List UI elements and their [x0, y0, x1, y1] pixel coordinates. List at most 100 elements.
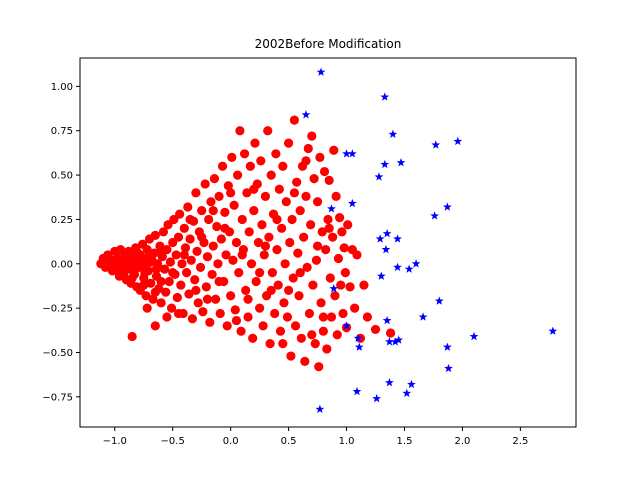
circle-point — [203, 295, 212, 304]
circle-point — [313, 197, 322, 206]
circle-point — [233, 170, 242, 179]
circle-point — [255, 268, 264, 277]
circle-point — [282, 197, 291, 206]
circle-point — [183, 202, 192, 211]
circle-point — [284, 139, 293, 148]
circle-point — [265, 339, 274, 348]
circle-point — [243, 295, 252, 304]
circle-point — [243, 312, 252, 321]
circle-point — [174, 233, 183, 242]
circle-point — [363, 312, 372, 321]
circle-point — [152, 265, 161, 274]
x-tick-label: 1.5 — [397, 436, 413, 447]
circle-point — [335, 213, 344, 222]
circle-point — [352, 250, 361, 259]
circle-point — [210, 174, 219, 183]
circle-point — [284, 286, 293, 295]
y-tick-label: 0.50 — [51, 171, 73, 182]
circle-point — [312, 256, 321, 265]
circle-point — [232, 238, 241, 247]
circle-point — [168, 268, 177, 277]
circle-point — [235, 126, 244, 135]
circle-point — [291, 321, 300, 330]
circle-point — [185, 234, 194, 243]
circle-point — [217, 234, 226, 243]
circle-point — [340, 243, 349, 252]
y-tick-label: 0.25 — [51, 215, 73, 226]
circle-point — [309, 174, 318, 183]
circle-point — [278, 339, 287, 348]
circle-point — [204, 215, 213, 224]
y-tick-label: 0.00 — [51, 259, 73, 270]
y-tick-label: −0.75 — [42, 392, 73, 403]
circle-point — [202, 282, 211, 291]
circle-point — [180, 250, 189, 259]
circle-point — [197, 206, 206, 215]
circle-point — [227, 153, 236, 162]
circle-point — [246, 162, 255, 171]
circle-point — [228, 256, 237, 265]
circle-point — [245, 227, 254, 236]
circle-point — [290, 115, 299, 124]
circle-point — [185, 215, 194, 224]
circle-point — [322, 344, 331, 353]
circle-point — [272, 215, 281, 224]
circle-point — [162, 312, 171, 321]
circle-point — [211, 295, 220, 304]
circle-point — [326, 273, 335, 282]
circle-point — [338, 309, 347, 318]
circle-point — [259, 321, 268, 330]
circle-point — [281, 259, 290, 268]
circle-point — [151, 321, 160, 330]
circle-point — [206, 197, 215, 206]
y-tick-label: −0.25 — [42, 304, 73, 315]
circle-point — [386, 328, 395, 337]
circle-point — [371, 325, 380, 334]
circle-point — [205, 318, 214, 327]
y-tick-label: 0.75 — [51, 126, 73, 137]
circle-point — [220, 208, 229, 217]
circle-point — [263, 126, 272, 135]
circle-point — [182, 268, 191, 277]
circle-point — [240, 149, 249, 158]
circle-point — [260, 250, 269, 259]
circle-point — [311, 339, 320, 348]
circle-point — [341, 268, 350, 277]
circle-point — [214, 192, 223, 201]
circle-point — [223, 321, 232, 330]
circle-point — [292, 178, 301, 187]
circle-point — [249, 185, 258, 194]
circle-point — [267, 286, 276, 295]
circle-point — [334, 254, 343, 263]
circle-point — [192, 247, 201, 256]
circle-point — [300, 357, 309, 366]
circle-point — [216, 309, 225, 318]
circle-point — [296, 206, 305, 215]
circle-point — [226, 188, 235, 197]
circle-point — [241, 286, 250, 295]
circle-point — [286, 351, 295, 360]
circle-point — [264, 233, 273, 242]
circle-point — [314, 362, 323, 371]
circle-point — [321, 245, 330, 254]
circle-point — [350, 304, 359, 313]
circle-point — [332, 192, 341, 201]
circle-point — [248, 334, 257, 343]
circle-point — [157, 277, 166, 286]
circle-point — [177, 259, 186, 268]
circle-point — [231, 305, 240, 314]
circle-point — [172, 250, 181, 259]
circle-point — [109, 256, 118, 265]
circle-point — [180, 224, 189, 233]
circle-point — [316, 298, 325, 307]
circle-point — [208, 270, 217, 279]
circle-point — [313, 241, 322, 250]
circle-point — [330, 291, 339, 300]
circle-point — [236, 327, 245, 336]
circle-point — [176, 280, 185, 289]
circle-point — [268, 268, 277, 277]
y-tick-label: 1.00 — [51, 82, 73, 93]
circle-point — [165, 277, 174, 286]
circle-point — [194, 298, 203, 307]
circle-point — [143, 304, 152, 313]
